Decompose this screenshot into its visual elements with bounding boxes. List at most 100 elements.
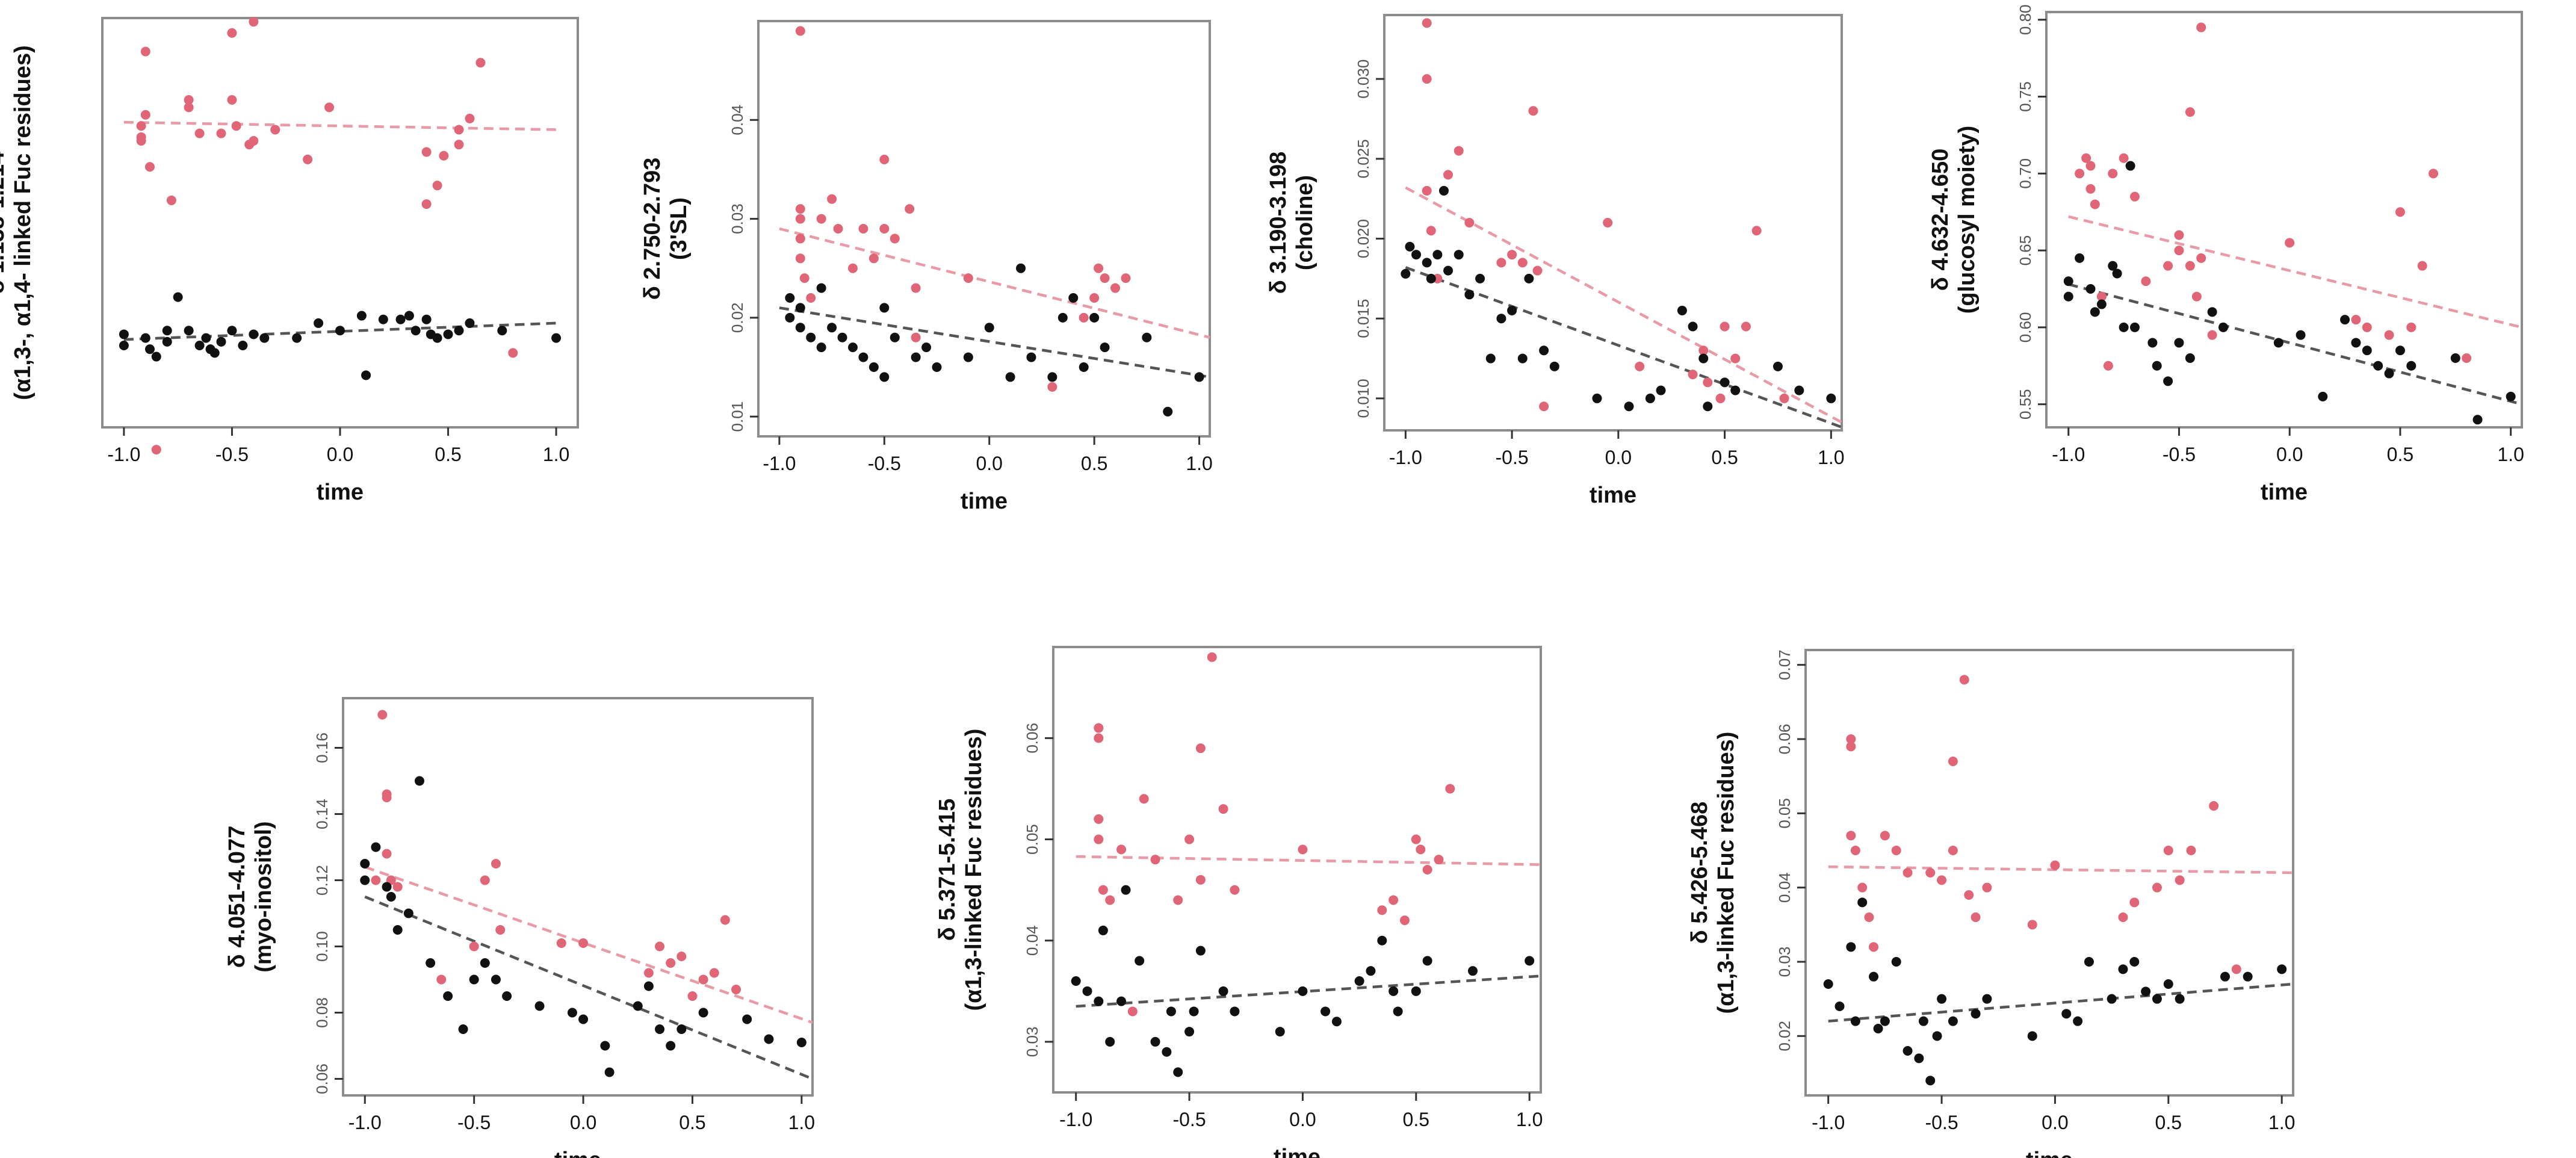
data-point	[2063, 291, 2073, 302]
data-point	[2118, 912, 2128, 922]
data-point	[2384, 330, 2394, 340]
data-point	[2395, 207, 2405, 217]
y-tick-label: 0.65	[2016, 235, 2034, 266]
data-point	[2207, 330, 2217, 340]
plot-frame	[1383, 14, 1843, 432]
y-tick-label: 0.14	[313, 799, 331, 829]
data-point	[2084, 957, 2094, 967]
data-point	[360, 859, 370, 868]
data-point	[151, 351, 161, 362]
scatter-panel-6: -1.0 -0.5 0.0 0.5 1.0 0.03 0.04 0.05 0.06 time δ 5…	[873, 638, 1565, 1158]
data-point	[1925, 1076, 1936, 1086]
data-point	[1089, 312, 1100, 323]
data-point	[827, 194, 837, 204]
data-point	[1426, 273, 1436, 283]
data-point	[1794, 385, 1804, 395]
trend-line	[364, 895, 813, 1080]
data-point	[1116, 844, 1127, 855]
data-point	[136, 121, 146, 131]
data-point	[1110, 283, 1121, 293]
data-point	[1047, 372, 1057, 382]
data-point	[1195, 743, 1206, 754]
data-point	[1467, 966, 1478, 976]
x-tick-label: 1.0	[2497, 444, 2524, 465]
y-tick-label: 0.03	[1776, 947, 1794, 977]
data-point	[1464, 218, 1475, 228]
data-point	[480, 958, 490, 968]
trend-line	[1076, 974, 1541, 1008]
data-point	[785, 293, 795, 303]
data-point	[1218, 804, 1228, 814]
data-point	[1389, 986, 1399, 996]
data-point	[879, 155, 890, 164]
data-point	[249, 17, 259, 27]
data-point	[386, 892, 396, 902]
y-tick-label: 0.03	[1023, 1027, 1041, 1057]
data-point	[578, 1014, 589, 1024]
x-tick-label: -1.0	[2052, 444, 2085, 465]
x-axis-title: time	[1590, 483, 1636, 508]
x-tick-label: -0.5	[1496, 447, 1529, 468]
data-point	[633, 1001, 643, 1011]
y-axis-title-line: (3'SL)	[666, 197, 692, 260]
data-point	[2141, 276, 2151, 286]
y-tick-label: 0.06	[1776, 724, 1794, 755]
data-point	[1184, 834, 1195, 844]
y-tick-label: 0.70	[2016, 158, 2034, 189]
data-point	[1857, 897, 1868, 908]
data-point	[816, 342, 826, 353]
data-point	[382, 793, 392, 802]
data-point	[2373, 361, 2383, 371]
data-point	[2061, 1009, 2072, 1019]
data-point	[1528, 106, 1538, 116]
data-point	[1698, 345, 1709, 356]
y-axis-title-line: (myo-inositol)	[251, 821, 276, 972]
y-axis-title-line: δ 3.190-3.198	[1266, 152, 1291, 294]
data-point	[1948, 757, 1958, 766]
data-point	[469, 974, 479, 985]
data-point	[2218, 322, 2228, 332]
data-point	[1163, 406, 1173, 416]
data-point	[655, 941, 665, 952]
data-point	[371, 875, 381, 885]
data-point	[1891, 846, 1901, 855]
data-point	[1914, 1053, 1924, 1064]
data-point	[497, 326, 507, 336]
data-point	[795, 234, 805, 244]
data-point	[731, 985, 742, 994]
data-point	[443, 991, 453, 1001]
x-tick-label: 1.0	[543, 444, 569, 465]
data-point	[911, 352, 921, 362]
x-tick-label: -0.5	[1925, 1112, 1958, 1133]
data-point	[1089, 293, 1100, 303]
data-point	[1321, 1006, 1331, 1017]
data-point	[868, 362, 879, 372]
data-point	[382, 849, 392, 859]
x-tick-label: 0.5	[1711, 447, 1738, 468]
data-point	[1846, 942, 1856, 952]
scatter-panel-4: -1.0 -0.5 0.0 0.5 1.0 0.55 0.60 0.65 0.70 0.75 0.8…	[1890, 0, 2576, 518]
data-point	[1741, 321, 1751, 332]
data-point	[1730, 353, 1741, 364]
data-point	[2152, 882, 2162, 893]
y-tick-label: 0.75	[2016, 81, 2034, 112]
data-point	[1826, 393, 1836, 403]
y-axis-title-line: δ 4.632-4.650	[1928, 149, 1953, 291]
data-point	[360, 875, 370, 885]
data-point	[1971, 1009, 1981, 1019]
data-point	[475, 58, 486, 68]
data-point	[534, 1001, 545, 1011]
data-point	[1207, 652, 1217, 662]
data-point	[816, 214, 826, 224]
data-point	[2506, 391, 2516, 401]
data-point	[1411, 986, 1421, 996]
y-tick-label: 0.08	[313, 997, 331, 1028]
data-point	[1393, 1006, 1403, 1017]
data-point	[2472, 415, 2483, 425]
data-point	[1079, 312, 1089, 323]
data-point	[2108, 169, 2118, 179]
x-tick-label: -1.0	[1389, 447, 1422, 468]
data-point	[1485, 353, 1496, 364]
y-axis-title-line: δ 5.426-5.468	[1687, 802, 1712, 944]
data-point	[879, 303, 890, 313]
